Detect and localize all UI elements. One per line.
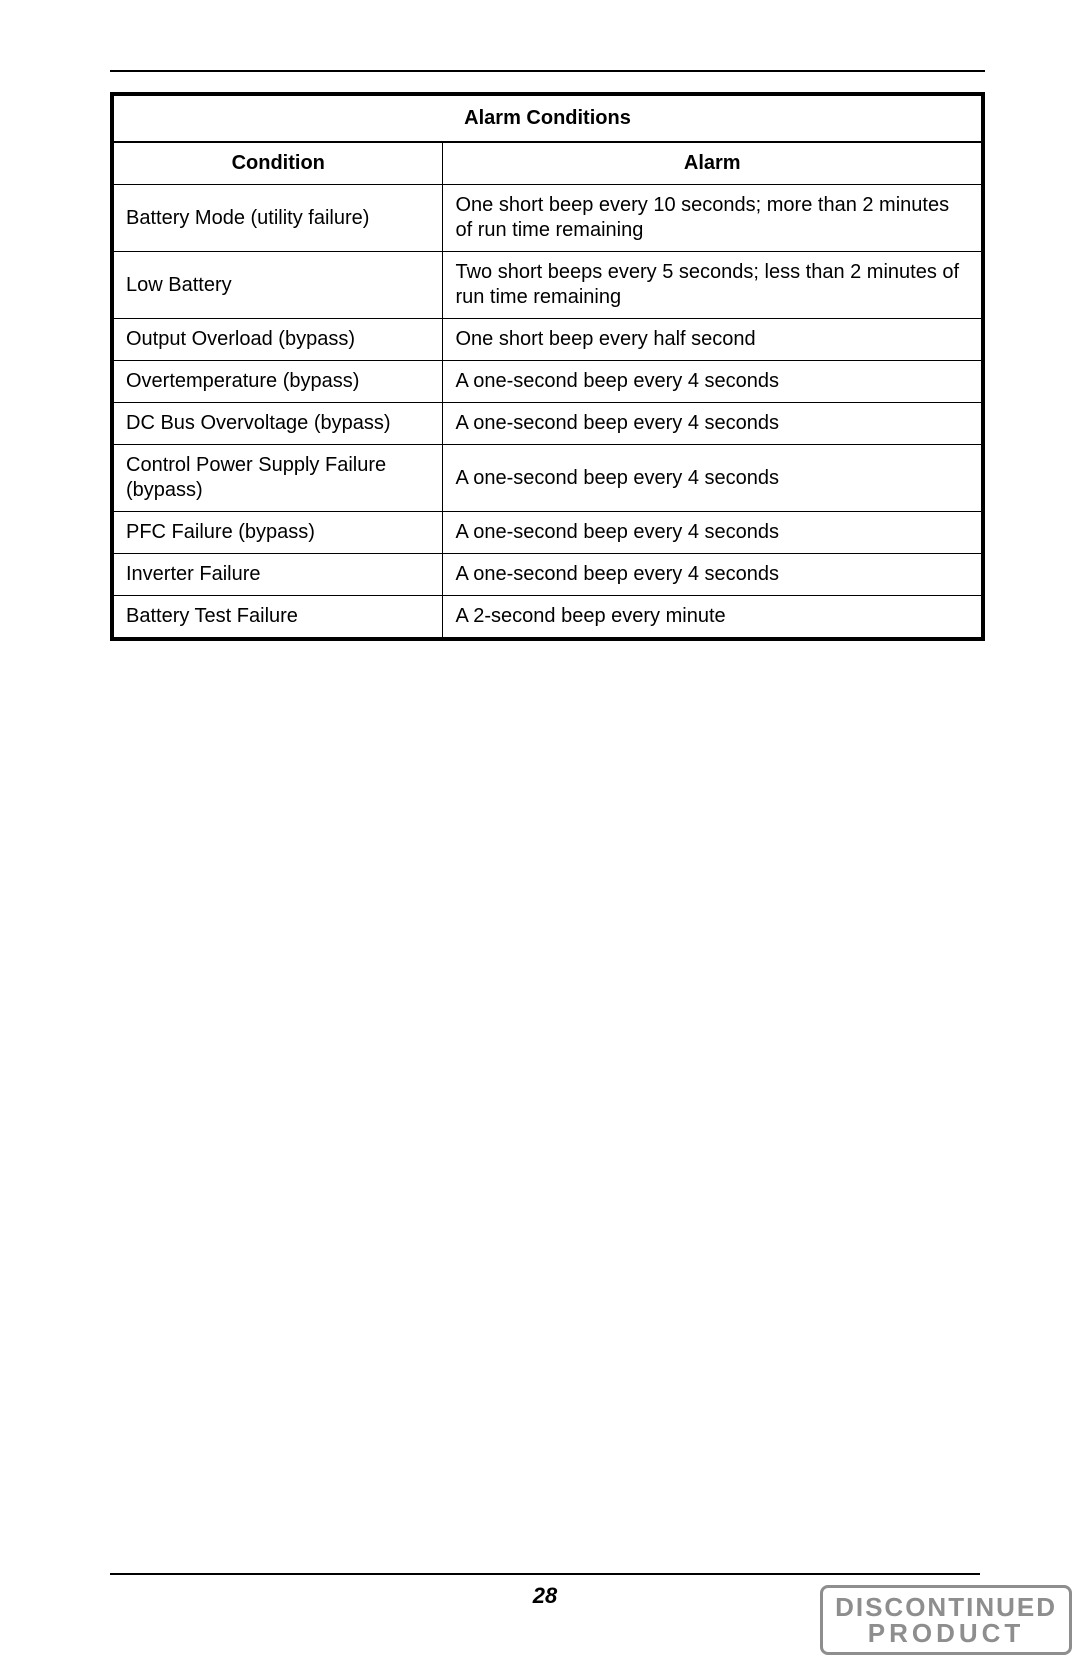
footer-horizontal-rule (110, 1573, 980, 1575)
table-row: Control Power Supply Failure (bypass) A … (112, 445, 983, 512)
alarm-cell: One short beep every half second (443, 319, 983, 361)
table-row: PFC Failure (bypass) A one-second beep e… (112, 512, 983, 554)
column-header-alarm: Alarm (443, 142, 983, 185)
alarm-cell: A one-second beep every 4 seconds (443, 403, 983, 445)
table-row: Output Overload (bypass) One short beep … (112, 319, 983, 361)
alarm-cell: A 2-second beep every minute (443, 596, 983, 640)
condition-cell: Output Overload (bypass) (112, 319, 443, 361)
table-row: Overtemperature (bypass) A one-second be… (112, 361, 983, 403)
alarm-cell: A one-second beep every 4 seconds (443, 361, 983, 403)
table-row: Battery Mode (utility failure) One short… (112, 185, 983, 252)
stamp-line-1: DISCONTINUED (835, 1594, 1057, 1620)
table-title-row: Alarm Conditions (112, 94, 983, 142)
top-horizontal-rule (110, 70, 985, 72)
table-row: Inverter Failure A one-second beep every… (112, 554, 983, 596)
condition-cell: Overtemperature (bypass) (112, 361, 443, 403)
condition-cell: Control Power Supply Failure (bypass) (112, 445, 443, 512)
condition-cell: PFC Failure (bypass) (112, 512, 443, 554)
column-header-condition: Condition (112, 142, 443, 185)
table-title: Alarm Conditions (112, 94, 983, 142)
condition-cell: Battery Test Failure (112, 596, 443, 640)
condition-cell: Low Battery (112, 252, 443, 319)
table-row: Battery Test Failure A 2-second beep eve… (112, 596, 983, 640)
table-row: Low Battery Two short beeps every 5 seco… (112, 252, 983, 319)
condition-cell: Inverter Failure (112, 554, 443, 596)
stamp-line-2: PRODUCT (835, 1620, 1057, 1646)
alarm-cell: A one-second beep every 4 seconds (443, 554, 983, 596)
discontinued-stamp: DISCONTINUED PRODUCT (820, 1585, 1072, 1655)
alarm-cell: A one-second beep every 4 seconds (443, 512, 983, 554)
alarm-cell: Two short beeps every 5 seconds; less th… (443, 252, 983, 319)
table-header-row: Condition Alarm (112, 142, 983, 185)
condition-cell: DC Bus Overvoltage (bypass) (112, 403, 443, 445)
alarm-cell: One short beep every 10 seconds; more th… (443, 185, 983, 252)
condition-cell: Battery Mode (utility failure) (112, 185, 443, 252)
alarm-cell: A one-second beep every 4 seconds (443, 445, 983, 512)
document-page: Alarm Conditions Condition Alarm Battery… (0, 0, 1080, 1669)
table-row: DC Bus Overvoltage (bypass) A one-second… (112, 403, 983, 445)
alarm-conditions-table: Alarm Conditions Condition Alarm Battery… (110, 92, 985, 641)
